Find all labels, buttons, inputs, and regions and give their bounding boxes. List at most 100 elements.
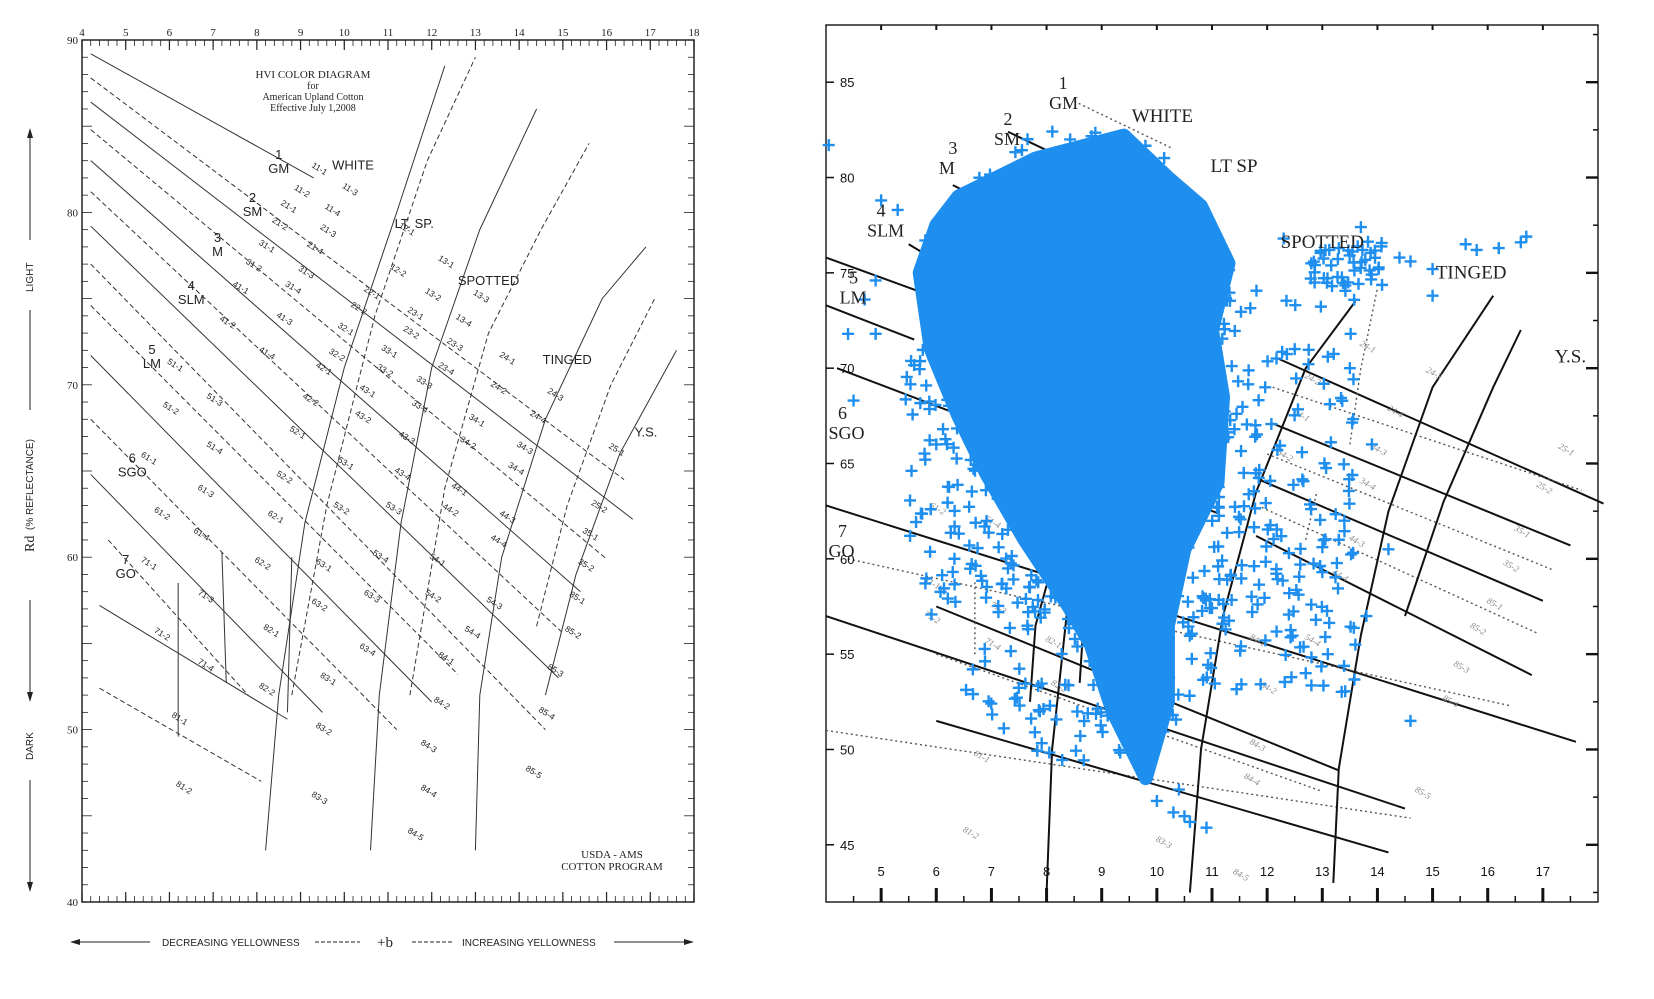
scatter-point [1348,673,1361,686]
right-grade-name: GM [1049,93,1078,113]
scatter-point [1338,514,1351,527]
scatter-point [1206,514,1219,527]
left-cell-label: 52-2 [275,468,295,486]
scatter-point [1084,239,1097,252]
scatter-point [960,683,973,696]
scatter-point [948,578,961,591]
scatter-point [964,453,977,466]
left-cell-label: 53-3 [384,499,404,517]
right-y-tick-label: 60 [840,552,854,567]
left-color-boundary [474,246,647,851]
scatter-point [1278,676,1291,689]
scatter-point [1212,501,1225,514]
scatter-point [1297,475,1310,488]
scatter-point [1078,715,1091,728]
scatter-point [1307,255,1320,268]
scatter-point [1039,153,1052,166]
scatter-point [899,393,912,406]
scatter-point [1214,299,1227,312]
scatter-point [1094,260,1107,273]
left-cell-label: 83-3 [310,789,330,807]
scatter-point [1295,446,1308,459]
scatter-point [1342,276,1355,289]
scatter-point [1007,573,1020,586]
scatter-point [1349,638,1362,651]
scatter-point [1187,611,1200,624]
scatter-point [986,480,999,493]
left-cell-label: 24-2 [489,379,509,397]
scatter-point [1089,195,1102,208]
scatter-point [914,397,927,410]
scatter-point [842,327,855,340]
scatter-point [1023,307,1036,320]
right-cell-label: 84-2 [1259,679,1279,696]
scatter-point [1156,528,1169,541]
scatter-point [1347,373,1360,386]
scatter-point [1213,421,1226,434]
left-grade-name: SM [243,204,263,219]
scatter-point [1152,223,1165,236]
scatter-point [1103,609,1116,622]
scatter-point [1199,380,1212,393]
scatter-point [1162,632,1175,645]
scatter-point [1319,630,1332,643]
decreasing-yellowness-label: DECREASING YELLOWNESS [162,938,300,949]
scatter-point [1335,392,1347,405]
scatter-point [904,494,917,507]
right-cell-label: 24-2 [1303,370,1323,387]
scatter-point [992,606,1005,619]
scatter-point [1145,334,1158,347]
left-cell-label: 83-1 [319,670,339,688]
scatter-point [997,722,1010,735]
left-cell-label: 81-2 [174,779,194,797]
scatter-point [1069,744,1082,757]
scatter-point [1426,289,1439,302]
left-grade-name: GM [268,161,289,176]
left-cell-label: 51-2 [161,399,181,417]
scatter-point [1005,320,1018,333]
scatter-point [1213,573,1226,586]
scatter-point [1271,443,1284,456]
scatter-point [1202,658,1215,671]
scatter-point [1119,618,1132,631]
scatter-point [1096,594,1109,607]
left-grade-number: 6 [129,450,136,465]
right-grade-boundary [1277,357,1604,505]
right-grade-boundary [825,304,915,341]
right-color-boundary [1045,596,1070,893]
left-cell-label: 43-1 [358,382,378,400]
scatter-point [1317,377,1330,390]
left-cell-label: 24-4 [528,408,548,426]
right-x-tick-label: 13 [1315,864,1329,879]
scatter-point [1141,546,1154,559]
scatter-point [1103,634,1116,647]
scatter-point [1037,702,1050,715]
scatter-point [1316,566,1329,579]
scatter-point [1224,569,1237,582]
left-color-boundary [409,143,590,696]
scatter-point [1038,183,1051,196]
right-grade-boundary [1073,100,1174,150]
left-x-tick-label: 9 [298,27,304,39]
right-grade-number: 2 [1003,109,1012,129]
scatter-point [1062,613,1075,626]
scatter-point [1125,135,1138,148]
left-grade-boundary [90,418,398,730]
scatter-point [1323,243,1336,256]
scatter-point [1285,671,1298,684]
scatter-point [1132,191,1145,204]
scatter-point [1128,644,1141,657]
scatter-point [1148,184,1161,197]
right-grade-number: 1 [1059,73,1068,93]
scatter-point [1204,647,1217,660]
scatter-point [1172,590,1185,603]
scatter-point [1011,222,1024,235]
scatter-point [1159,280,1172,293]
scatter-point [1250,284,1263,297]
right-color-group-label: LT SP [1211,156,1258,177]
right-grade-boundary [1255,535,1533,677]
scatter-point [1234,305,1247,318]
scatter-point [1246,606,1259,619]
scatter-point [1323,398,1336,411]
